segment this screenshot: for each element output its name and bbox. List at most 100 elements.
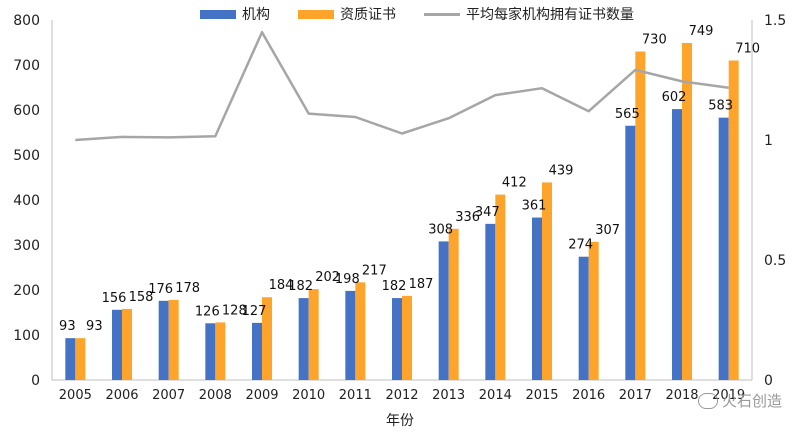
data-label-jigou: 583 [708,99,733,114]
x-tick-label: 2012 [385,388,418,403]
x-tick-label: 2007 [152,388,185,403]
bar-jigou [672,109,682,380]
y-tick-label-left: 300 [13,238,40,254]
bar-jigou [485,223,496,380]
x-tick-label: 2005 [59,388,92,403]
bar-zhengshu [682,42,692,380]
y-tick-label-right: 1.5 [764,13,786,29]
data-label-jigou: 182 [382,279,407,294]
x-tick-label: 2008 [199,388,232,403]
y-tick-label-right: 0 [764,373,773,389]
data-label-zhengshu: 307 [595,223,620,238]
data-label-jigou: 602 [662,90,687,105]
bar-zhengshu [448,228,459,380]
data-label-zhengshu: 178 [175,281,200,296]
y-tick-label-left: 400 [13,193,40,209]
legend-item-average: 平均每家机构拥有证书数量 [424,4,634,24]
bar-zhengshu [542,182,552,380]
bar-zhengshu [588,241,599,380]
x-tick-label: 2019 [712,388,745,403]
data-label-zhengshu: 710 [735,42,760,57]
y-tick-label-left: 700 [13,58,40,74]
data-label-jigou: 176 [148,282,173,297]
watermark: 火石创造 [697,390,782,411]
bar-jigou [438,241,449,380]
bar-jigou [578,256,589,380]
x-tick-label: 2018 [665,388,698,403]
bar-zhengshu [728,60,739,380]
data-label-jigou: 198 [335,272,360,287]
bar-jigou [298,298,309,380]
data-label-jigou: 127 [242,304,267,319]
y-tick-label-right: 1 [764,133,773,149]
bar-jigou [392,298,402,380]
data-label-jigou: 126 [195,304,220,319]
y-tick-label-left: 800 [13,13,40,29]
x-tick-label: 2014 [479,388,512,403]
legend-item-jigou: 机构 [200,4,270,24]
y-tick-label-right: 0.5 [764,253,786,269]
y-tick-label-left: 200 [13,283,40,299]
legend-label-jigou: 机构 [242,7,270,23]
data-label-jigou: 93 [59,319,76,334]
legend: 机构 资质证书 平均每家机构拥有证书数量 [200,4,634,24]
y-tick-label-left: 500 [13,148,40,164]
x-tick-label: 2015 [525,388,558,403]
watermark-text: 火石创造 [721,392,782,410]
bar-zhengshu [402,295,412,380]
bar-jigou [718,117,729,381]
legend-swatch-zhengshu [298,9,334,19]
bar-jigou [532,217,542,380]
data-label-zhengshu: 336 [455,210,480,225]
data-label-jigou: 347 [475,205,500,220]
bar-zhengshu [122,308,132,380]
data-label-jigou: 182 [288,279,313,294]
x-tick-label: 2010 [292,388,325,403]
data-label-jigou: 308 [428,222,453,237]
bar-jigou [205,323,216,380]
bar-jigou [345,290,356,380]
bar-zhengshu [308,289,319,380]
data-label-zhengshu: 439 [549,163,574,178]
data-label-zhengshu: 93 [86,319,103,334]
bar-zhengshu [75,338,86,380]
data-label-jigou: 274 [568,238,593,253]
bar-zhengshu [168,299,179,380]
data-label-jigou: 565 [615,107,640,122]
data-label-zhengshu: 184 [269,278,294,293]
bar-zhengshu [635,51,646,380]
bar-zhengshu [355,282,366,380]
x-tick-label: 2006 [105,388,138,403]
x-tick-label: 2013 [432,388,465,403]
bar-jigou [625,125,636,380]
bar-jigou [158,300,169,380]
data-label-jigou: 156 [102,291,127,306]
y-tick-label-left: 0 [31,373,40,389]
bar-zhengshu [262,297,272,380]
x-tick-label: 2016 [572,388,605,403]
x-tick-label: 2009 [245,388,278,403]
bar-zhengshu [495,194,506,380]
legend-swatch-jigou [200,9,236,19]
data-label-zhengshu: 202 [315,270,340,285]
data-label-zhengshu: 749 [689,24,714,39]
bar-jigou [112,309,122,380]
legend-item-zhengshu: 资质证书 [298,4,396,24]
data-label-zhengshu: 158 [129,290,154,305]
wechat-icon [697,392,718,409]
data-label-zhengshu: 730 [642,33,667,48]
legend-swatch-average [424,12,460,16]
x-tick-label: 2017 [619,388,652,403]
legend-label-average: 平均每家机构拥有证书数量 [466,7,634,23]
line-average-certificates [75,30,729,142]
y-tick-label-left: 100 [13,328,40,344]
data-label-jigou: 361 [522,199,547,214]
data-label-zhengshu: 128 [222,303,247,318]
y-tick-label-left: 600 [13,103,40,119]
x-axis-title: 年份 [386,413,414,429]
bar-zhengshu [215,322,226,380]
legend-label-zhengshu: 资质证书 [340,7,396,23]
data-label-zhengshu: 217 [362,263,387,278]
data-label-zhengshu: 187 [409,277,434,292]
